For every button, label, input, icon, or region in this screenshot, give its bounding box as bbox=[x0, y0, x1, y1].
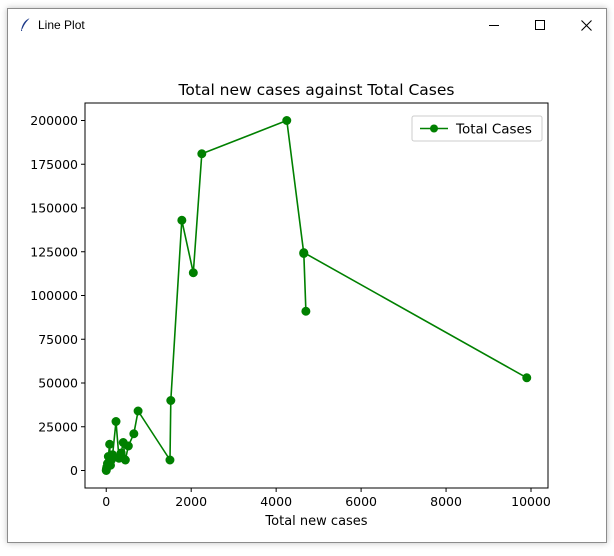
y-tick-label: 75000 bbox=[38, 332, 78, 347]
y-tick-label: 25000 bbox=[38, 419, 78, 434]
legend-label: Total Cases bbox=[455, 122, 532, 138]
data-point bbox=[105, 439, 115, 449]
data-point bbox=[111, 417, 121, 426]
plot-window: Line Plot Total new cases against Total … bbox=[7, 8, 607, 543]
close-icon bbox=[580, 19, 592, 31]
minimize-button[interactable] bbox=[471, 9, 517, 41]
data-point bbox=[522, 373, 532, 383]
y-tick-label: 125000 bbox=[30, 244, 78, 259]
data-point bbox=[123, 441, 133, 451]
y-tick-label: 200000 bbox=[30, 113, 78, 128]
legend-box bbox=[411, 115, 543, 142]
maximize-icon bbox=[535, 20, 545, 30]
x-tick-label: 0 bbox=[102, 494, 110, 509]
y-tick-label: 100000 bbox=[30, 288, 78, 303]
x-tick-label: 10000 bbox=[511, 494, 551, 509]
x-tick-label: 4000 bbox=[260, 494, 292, 509]
data-point bbox=[301, 306, 311, 316]
y-tick-label: 50000 bbox=[38, 376, 78, 391]
feather-icon bbox=[21, 17, 31, 31]
y-tick-label: 150000 bbox=[30, 201, 78, 216]
x-tick-label: 8000 bbox=[430, 494, 462, 509]
data-point bbox=[299, 248, 309, 258]
data-point bbox=[120, 455, 130, 465]
data-point bbox=[165, 455, 175, 465]
chart-title: Total new cases against Total Cases bbox=[178, 81, 455, 99]
x-axis-label: Total new cases bbox=[264, 514, 367, 529]
data-point bbox=[197, 149, 207, 159]
y-tick-label: 175000 bbox=[30, 157, 78, 172]
data-point bbox=[133, 406, 143, 416]
minimize-icon bbox=[489, 25, 499, 26]
line-chart: Total new cases against Total Cases 0 2000… bbox=[30, 81, 551, 529]
figure-canvas: Total new cases against Total Cases 0 2000… bbox=[8, 41, 606, 542]
data-point bbox=[129, 429, 139, 439]
x-tick-label: 2000 bbox=[175, 494, 207, 509]
data-point bbox=[177, 215, 187, 225]
data-point bbox=[116, 448, 126, 458]
legend-marker bbox=[430, 124, 438, 133]
plot-frame bbox=[84, 102, 549, 489]
maximize-button[interactable] bbox=[517, 9, 563, 41]
x-tick-label: 6000 bbox=[345, 494, 377, 509]
y-tick-label: 0 bbox=[70, 463, 78, 478]
data-point bbox=[282, 116, 292, 125]
data-point bbox=[188, 268, 198, 278]
window-title: Line Plot bbox=[38, 18, 85, 32]
series-line-total-cases bbox=[105, 119, 528, 471]
close-button[interactable] bbox=[563, 9, 609, 41]
title-bar[interactable]: Line Plot bbox=[8, 9, 606, 41]
data-point bbox=[166, 396, 176, 405]
